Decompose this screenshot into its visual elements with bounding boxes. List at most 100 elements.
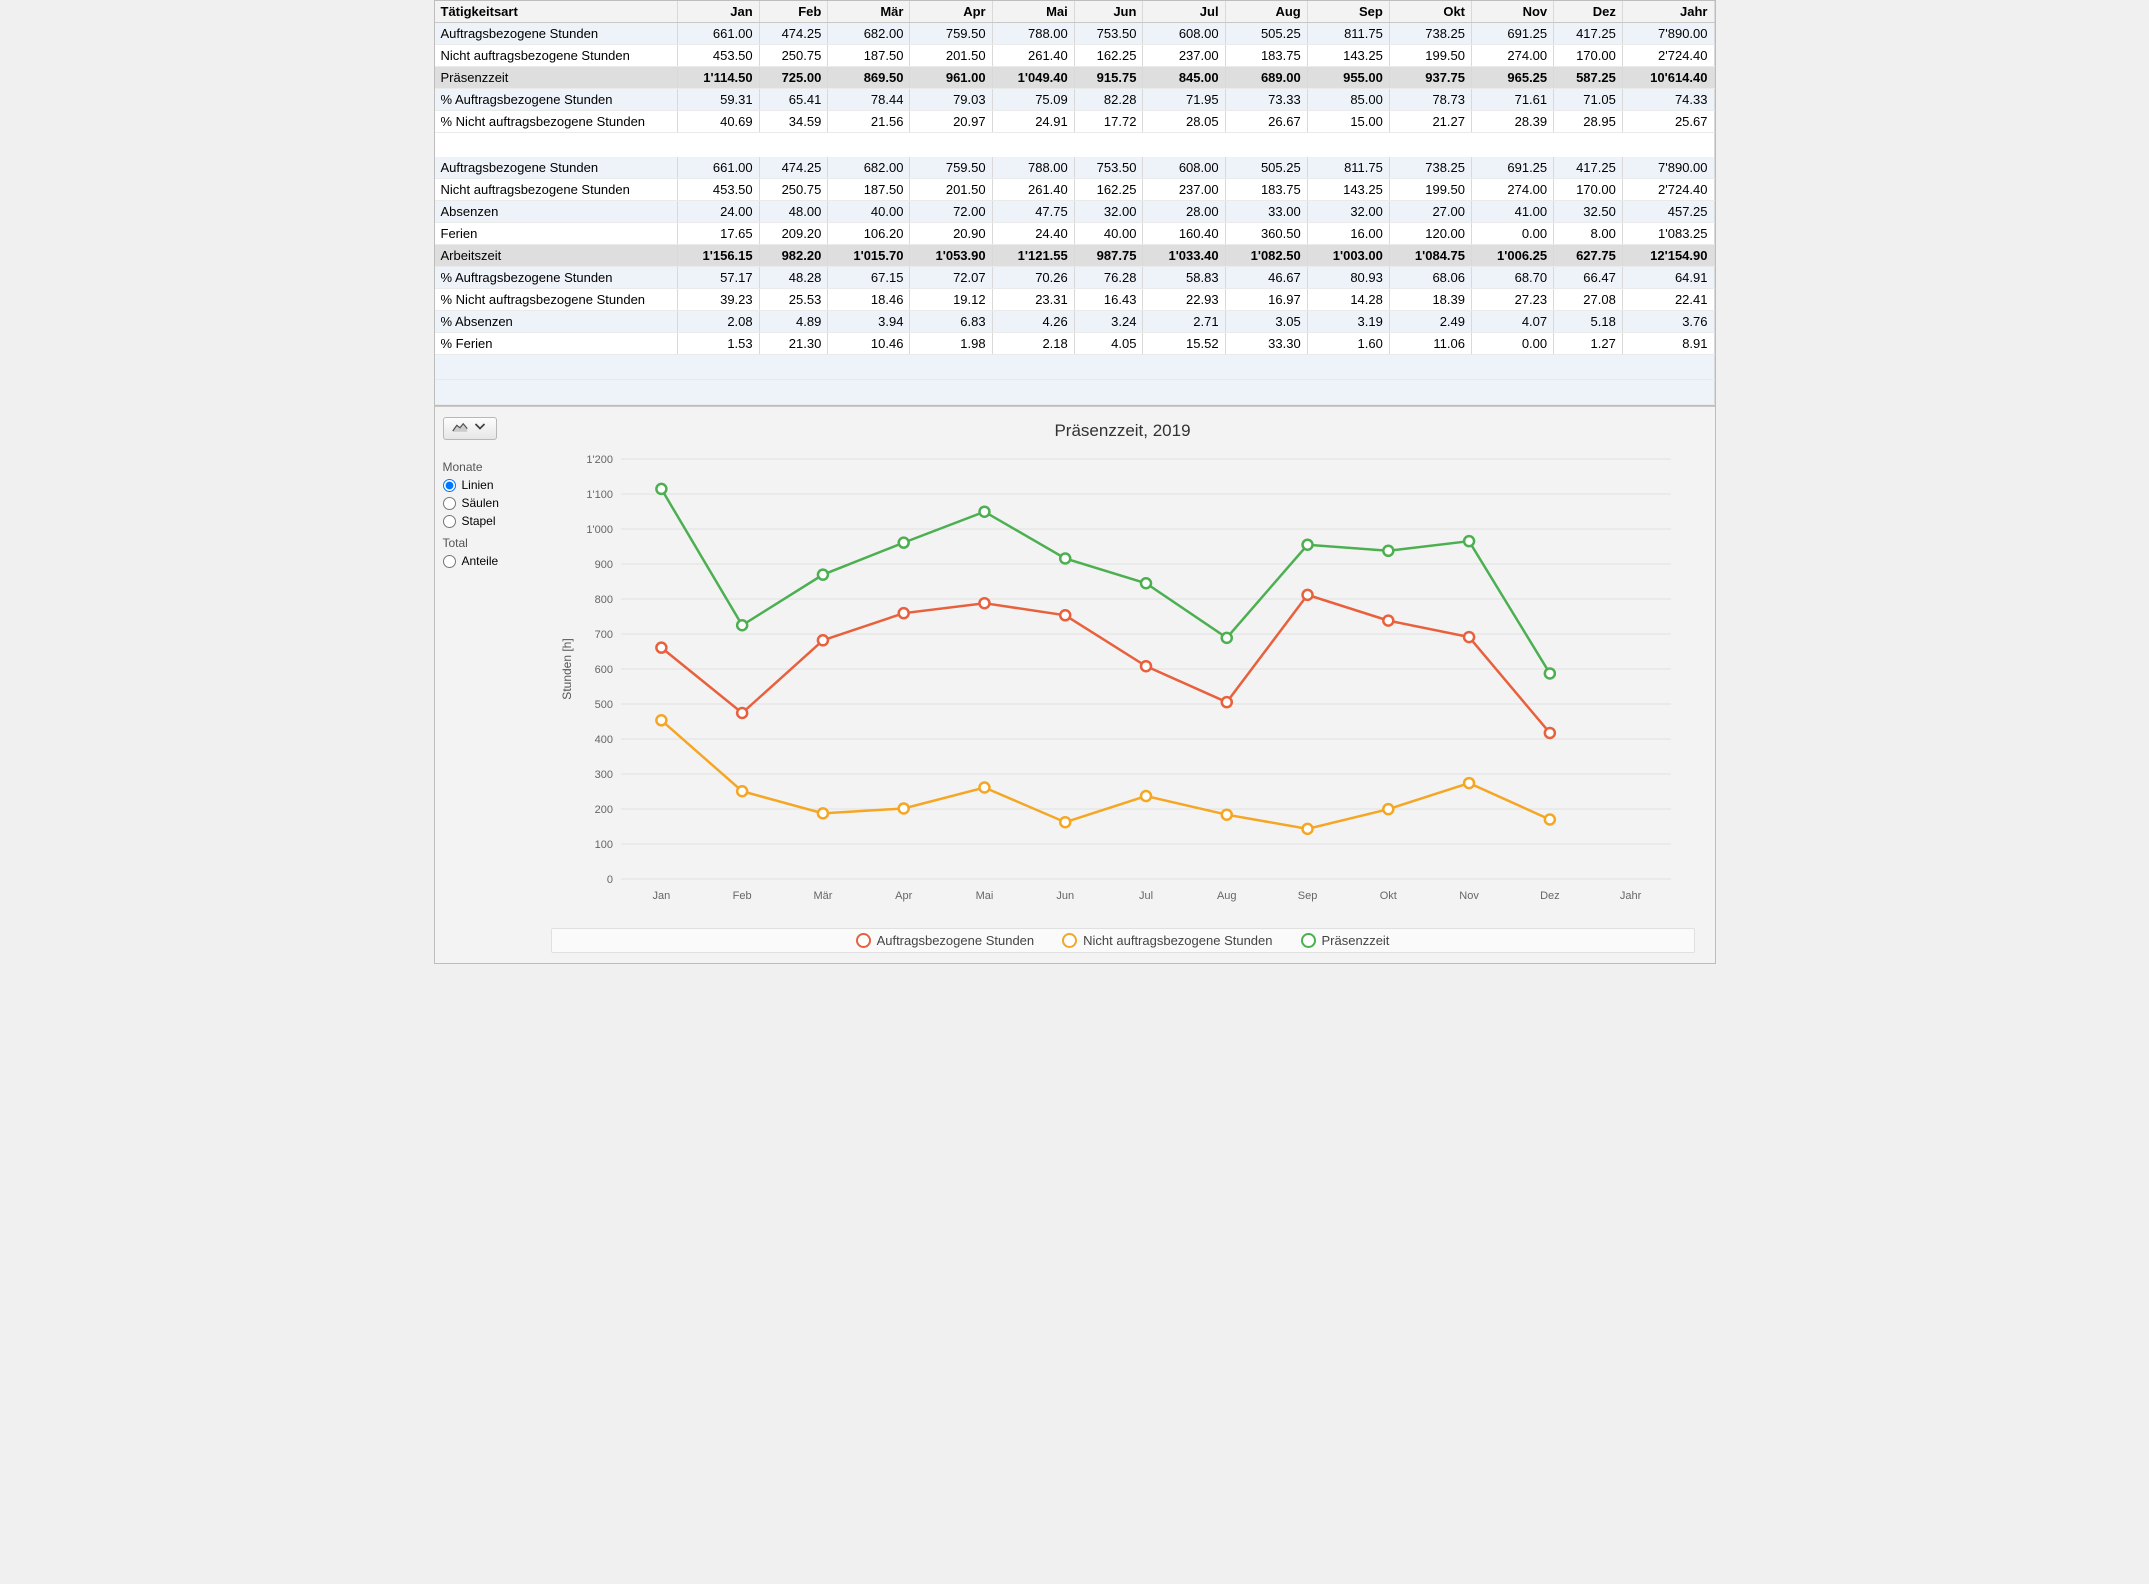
cell: 12'154.90 <box>1622 245 1714 267</box>
svg-text:Aug: Aug <box>1216 890 1236 902</box>
cell: 1'033.40 <box>1143 245 1225 267</box>
cell: 2'724.40 <box>1622 45 1714 67</box>
cell: 162.25 <box>1074 45 1143 67</box>
cell: 2.18 <box>992 333 1074 355</box>
svg-text:Jun: Jun <box>1056 890 1074 902</box>
cell: 85.00 <box>1307 89 1389 111</box>
cell: 788.00 <box>992 157 1074 179</box>
cell: 33.00 <box>1225 201 1307 223</box>
cell: 759.50 <box>910 157 992 179</box>
row-label: Arbeitszeit <box>435 245 678 267</box>
cell: 32.50 <box>1554 201 1623 223</box>
table-row: Ferien17.65209.20106.2020.9024.4040.0016… <box>435 223 1715 245</box>
cell: 474.25 <box>759 23 828 45</box>
radio-linien-input[interactable] <box>443 479 456 492</box>
chart-options-sidebar: Monate Linien Säulen Stapel Total Anteil… <box>435 407 541 963</box>
cell: 725.00 <box>759 67 828 89</box>
svg-text:200: 200 <box>594 804 612 816</box>
cell: 76.28 <box>1074 267 1143 289</box>
cell: 505.25 <box>1225 23 1307 45</box>
cell: 1'049.40 <box>992 67 1074 89</box>
cell: 16.00 <box>1307 223 1389 245</box>
svg-text:Dez: Dez <box>1540 890 1560 902</box>
cell: 17.65 <box>677 223 759 245</box>
cell: 608.00 <box>1143 157 1225 179</box>
cell: 237.00 <box>1143 179 1225 201</box>
radio-linien[interactable]: Linien <box>443 478 533 492</box>
svg-text:Jul: Jul <box>1138 890 1152 902</box>
cell: 73.33 <box>1225 89 1307 111</box>
cell: 6.83 <box>910 311 992 333</box>
cell: 41.00 <box>1472 201 1554 223</box>
cell: 28.00 <box>1143 201 1225 223</box>
cell: 22.93 <box>1143 289 1225 311</box>
cell: 20.97 <box>910 111 992 133</box>
cell: 4.89 <box>759 311 828 333</box>
cell: 40.00 <box>828 201 910 223</box>
cell: 1'015.70 <box>828 245 910 267</box>
radio-stapel-input[interactable] <box>443 515 456 528</box>
table-row: % Auftragsbezogene Stunden57.1748.2867.1… <box>435 267 1715 289</box>
cell: 937.75 <box>1389 67 1471 89</box>
cell: 250.75 <box>759 179 828 201</box>
col-header: Okt <box>1389 1 1471 23</box>
cell: 4.26 <box>992 311 1074 333</box>
cell: 58.83 <box>1143 267 1225 289</box>
col-header: Nov <box>1472 1 1554 23</box>
cell: 587.25 <box>1554 67 1623 89</box>
svg-text:0: 0 <box>606 874 612 886</box>
cell: 28.05 <box>1143 111 1225 133</box>
cell: 691.25 <box>1472 23 1554 45</box>
cell: 0.00 <box>1472 223 1554 245</box>
radio-anteile-input[interactable] <box>443 555 456 568</box>
cell: 7'890.00 <box>1622 23 1714 45</box>
cell: 1.98 <box>910 333 992 355</box>
col-header: Mai <box>992 1 1074 23</box>
svg-text:1'200: 1'200 <box>586 454 613 466</box>
cell: 20.90 <box>910 223 992 245</box>
row-label: % Ferien <box>435 333 678 355</box>
cell: 71.05 <box>1554 89 1623 111</box>
table-row: Nicht auftragsbezogene Stunden453.50250.… <box>435 179 1715 201</box>
radio-anteile[interactable]: Anteile <box>443 554 533 568</box>
cell: 24.00 <box>677 201 759 223</box>
cell: 34.59 <box>759 111 828 133</box>
cell: 915.75 <box>1074 67 1143 89</box>
cell: 261.40 <box>992 45 1074 67</box>
col-header: Apr <box>910 1 992 23</box>
cell: 682.00 <box>828 157 910 179</box>
col-header: Jahr <box>1622 1 1714 23</box>
cell: 955.00 <box>1307 67 1389 89</box>
chart-type-button[interactable] <box>443 417 497 440</box>
radio-stapel[interactable]: Stapel <box>443 514 533 528</box>
cell: 457.25 <box>1622 201 1714 223</box>
table-row: Auftragsbezogene Stunden661.00474.25682.… <box>435 157 1715 179</box>
cell: 1'156.15 <box>677 245 759 267</box>
col-header: Aug <box>1225 1 1307 23</box>
cell: 961.00 <box>910 67 992 89</box>
cell: 27.00 <box>1389 201 1471 223</box>
cell: 28.39 <box>1472 111 1554 133</box>
data-table-wrap: TätigkeitsartJanFebMärAprMaiJunJulAugSep… <box>435 1 1715 406</box>
cell: 67.15 <box>828 267 910 289</box>
cell: 21.27 <box>1389 111 1471 133</box>
cell: 162.25 <box>1074 179 1143 201</box>
cell: 8.00 <box>1554 223 1623 245</box>
cell: 32.00 <box>1307 201 1389 223</box>
table-row: % Nicht auftragsbezogene Stunden39.2325.… <box>435 289 1715 311</box>
cell: 689.00 <box>1225 67 1307 89</box>
svg-text:300: 300 <box>594 769 612 781</box>
cell: 1'083.25 <box>1622 223 1714 245</box>
row-label: % Auftragsbezogene Stunden <box>435 89 678 111</box>
cell: 39.23 <box>677 289 759 311</box>
row-label: Auftragsbezogene Stunden <box>435 157 678 179</box>
radio-saeulen[interactable]: Säulen <box>443 496 533 510</box>
cell: 23.31 <box>992 289 1074 311</box>
cell: 1'121.55 <box>992 245 1074 267</box>
chart-pane: Monate Linien Säulen Stapel Total Anteil… <box>435 406 1715 963</box>
table-row: Arbeitszeit1'156.15982.201'015.701'053.9… <box>435 245 1715 267</box>
radio-saeulen-input[interactable] <box>443 497 456 510</box>
cell: 24.40 <box>992 223 1074 245</box>
cell: 1.60 <box>1307 333 1389 355</box>
legend-item: Präsenzzeit <box>1301 933 1390 948</box>
